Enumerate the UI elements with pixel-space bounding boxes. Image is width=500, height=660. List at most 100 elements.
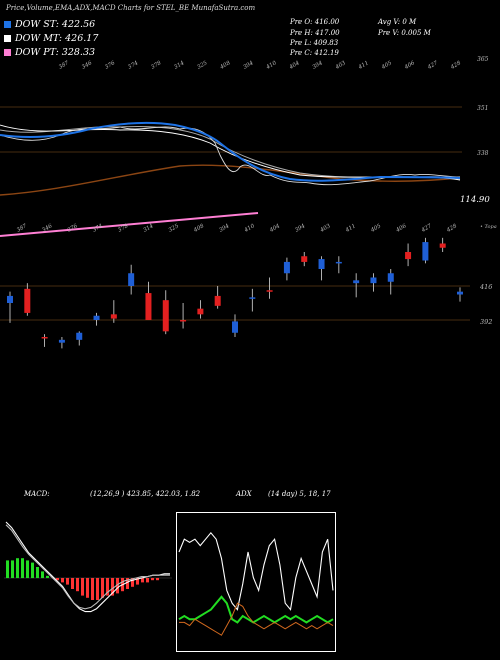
ema-tick-label: 405: [380, 60, 393, 71]
candle-body: [266, 290, 273, 292]
legend-swatch-mt: [4, 35, 11, 42]
price-tick-label: 378: [117, 223, 130, 234]
macd-histogram-bar: [41, 571, 44, 578]
candle-body: [93, 315, 100, 320]
candle-body: [180, 320, 187, 322]
macd-histogram-bar: [146, 578, 149, 583]
macd-histogram-bar: [31, 562, 34, 578]
adx-title: ADX: [236, 490, 252, 498]
ema-tick-label: 314: [173, 60, 186, 71]
candle-body: [439, 243, 446, 248]
price-tick-label: 428: [445, 223, 458, 234]
ema-tick-label: 387: [58, 60, 71, 71]
price-tick-label: 394: [218, 223, 231, 234]
ema-tick-label: 376: [104, 60, 117, 71]
macd-histogram-bar: [136, 578, 139, 585]
adx-frame: [176, 512, 336, 652]
candle-body: [283, 261, 290, 274]
macd-chart: [4, 521, 172, 613]
macd-histogram-bar: [91, 578, 94, 600]
macd-line: [5, 521, 170, 613]
candle-body: [197, 308, 204, 315]
info-pre-high: Pre H: 417.00: [290, 29, 340, 37]
legend-dow-pt: DOW PT: 328.33: [4, 47, 95, 58]
macd-histogram-bar: [16, 558, 19, 578]
ema-tick-label: 325: [196, 60, 209, 71]
ema-tick-label: 404: [288, 60, 301, 71]
info-pre-low: Pre L: 409.83: [290, 39, 339, 47]
ema-tick-label: 378: [150, 60, 163, 71]
macd-histogram-bar: [11, 560, 14, 578]
price-tick-label: 408: [192, 223, 205, 234]
price-label-416: 416: [479, 283, 492, 291]
adx-line: [179, 602, 334, 636]
info-pre-close: Pre C: 412.19: [290, 49, 339, 57]
price-panel: 387 346 376 374 378 314 325 408 394 410 404 394 403 4…: [0, 223, 497, 349]
candle-body: [214, 295, 221, 306]
macd-histogram-bar: [151, 578, 154, 581]
ema-price-line: [0, 126, 461, 186]
ema-tick-label: 403: [334, 60, 347, 71]
ema-tick-label: 428: [449, 60, 462, 71]
macd-title: MACD:: [24, 490, 50, 498]
ema-long-line: [0, 164, 459, 196]
ema-tick-label: 374: [127, 60, 140, 71]
price-tick-labels: 387 346 376 374 378 314 325 408 394 410 404 394 403 4…: [16, 223, 459, 234]
price-tick-label: 406: [395, 223, 408, 234]
macd-histogram-bar: [86, 578, 89, 598]
macd-histogram-bar: [96, 578, 99, 600]
macd-histogram-bar: [81, 578, 84, 596]
ema-tick-label: 411: [357, 60, 370, 71]
macd-histogram-bar: [71, 578, 74, 589]
macd-histogram-bar: [131, 578, 134, 587]
info-avg-volume: Avg V: 0 M: [378, 18, 417, 26]
legend-swatch-st: [4, 21, 11, 28]
ema-tick-label: 427: [426, 60, 439, 71]
candle-body: [335, 261, 342, 264]
price-tick-label: 427: [420, 223, 433, 234]
macd-histogram-bar: [141, 578, 144, 583]
macd-histogram-bar: [101, 578, 104, 598]
candle-body: [301, 256, 308, 262]
candle-body: [7, 295, 13, 303]
candle-body: [457, 291, 463, 295]
adx-lines: [178, 531, 334, 636]
candle-body: [128, 273, 135, 286]
price-corner-label: • Topa: [480, 224, 497, 230]
adx-values: (14 day) 5, 18, 17: [268, 490, 331, 498]
candle-body: [110, 314, 117, 319]
candle-body: [76, 332, 83, 340]
candle-body: [422, 242, 429, 261]
price-tick-label: 403: [319, 223, 332, 234]
ema-short-line: [0, 121, 461, 182]
macd-histogram-bar: [111, 578, 114, 596]
candle-body: [41, 337, 48, 339]
price-label-392: 392: [480, 318, 492, 326]
ema-label-351: 351: [477, 105, 488, 112]
ema-tick-label: 346: [81, 60, 94, 71]
candle-body: [318, 259, 325, 269]
candle-body: [249, 297, 256, 299]
ema-panel: 387 346 376 374 378 314 325 408 394 410 404 394 403 4…: [0, 56, 490, 237]
legend-swatch-pt: [4, 49, 11, 56]
macd-histogram-bar: [6, 560, 9, 578]
candle-body: [58, 339, 65, 343]
ema-label-338: 338: [477, 150, 489, 157]
macd-histogram-bar: [66, 578, 69, 585]
candle-body: [145, 293, 152, 320]
ema-label-365: 365: [477, 56, 489, 63]
chart-title: Price,Volume,EMA,ADX,MACD Charts for STE…: [6, 4, 256, 12]
info-pre-volume: Pre V: 0.005 M: [378, 29, 431, 37]
macd-values: (12,26,9 ) 423.85, 422.03, 1.82: [90, 490, 201, 498]
candle-body: [232, 321, 238, 333]
macd-histogram-bar: [126, 578, 129, 589]
ema-tick-label: 394: [312, 60, 325, 71]
ema-tick-label: 408: [219, 60, 232, 71]
candle-body: [24, 288, 31, 313]
legend-dow-st: DOW ST: 422.56: [4, 19, 95, 30]
price-tick-label: 374: [92, 223, 105, 234]
price-tick-label: 394: [294, 223, 307, 234]
macd-histogram-bar: [106, 578, 109, 596]
ema-label-latest: 114.90: [460, 195, 490, 205]
macd-line: [5, 524, 170, 610]
